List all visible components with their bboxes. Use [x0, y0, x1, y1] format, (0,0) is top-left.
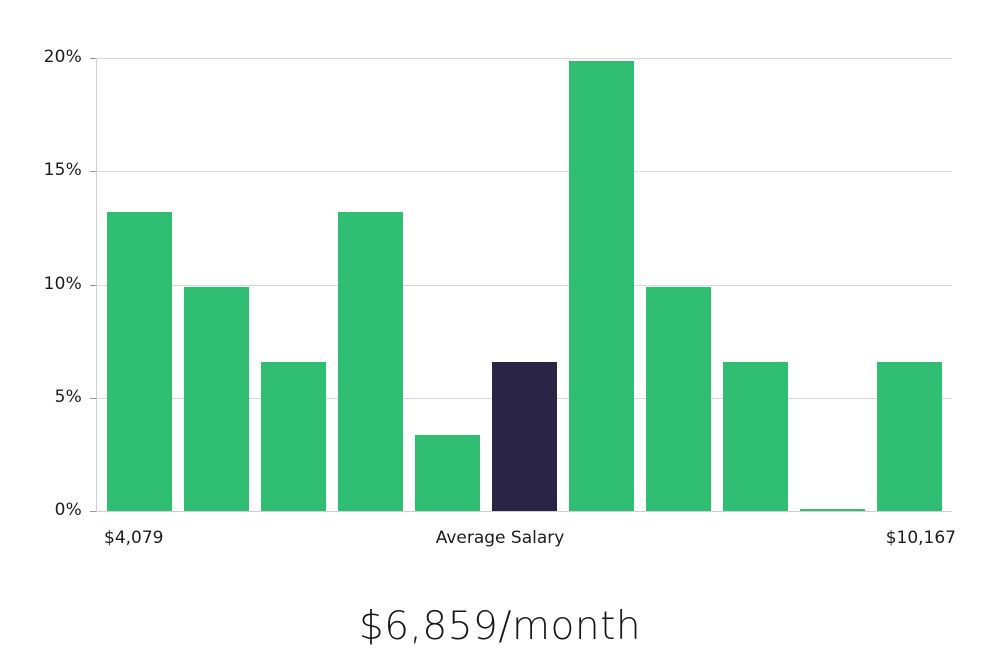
y-tick-mark [90, 511, 96, 512]
x-axis-label-center: Average Salary [435, 528, 565, 548]
bar [646, 286, 711, 511]
chart-caption: $6,859/month [358, 604, 642, 649]
bar [107, 212, 172, 511]
gridline-15 [96, 171, 952, 173]
y-tick-mark [90, 171, 96, 173]
x-axis-label-right: $10,167 [885, 528, 956, 548]
bar [261, 361, 326, 511]
y-axis-spine [96, 58, 97, 511]
bar [184, 286, 249, 511]
bar-highlighted [492, 361, 557, 511]
y-axis-tick-label: 5% [54, 386, 82, 407]
bar [338, 212, 403, 511]
y-tick-mark [90, 397, 96, 399]
bar [877, 361, 942, 511]
x-axis-label-left: $4,079 [104, 528, 164, 548]
gridline-10 [96, 284, 952, 286]
bar [723, 361, 788, 511]
gridline-0 [96, 511, 952, 512]
plot-area [96, 58, 952, 512]
bar [415, 435, 480, 511]
bar [800, 509, 865, 511]
gridline-20 [96, 58, 952, 59]
y-tick-mark [90, 284, 96, 286]
y-axis-tick-label: 15% [43, 160, 82, 181]
y-axis-tick-label: 20% [43, 47, 82, 67]
y-tick-mark [90, 58, 96, 59]
y-axis-tick-label: 10% [43, 273, 82, 294]
bar [569, 61, 634, 511]
y-axis-tick-label: 0% [54, 500, 82, 520]
